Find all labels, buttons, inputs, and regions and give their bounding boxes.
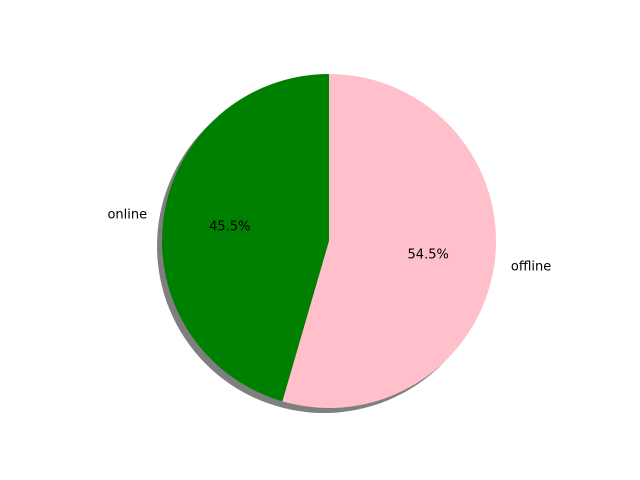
pie-slices — [161, 74, 496, 408]
pie-slice-online — [161, 74, 329, 402]
pie-percent-label-offline: 54.5% — [408, 248, 449, 263]
pie-labels: 45.5% online 54.5% offline — [107, 208, 551, 275]
pie-category-label-online: online — [107, 208, 147, 223]
pie-percent-label-online: 45.5% — [209, 219, 250, 234]
pie-category-label-offline: offline — [511, 259, 551, 274]
pie-slice-offline — [282, 74, 496, 408]
